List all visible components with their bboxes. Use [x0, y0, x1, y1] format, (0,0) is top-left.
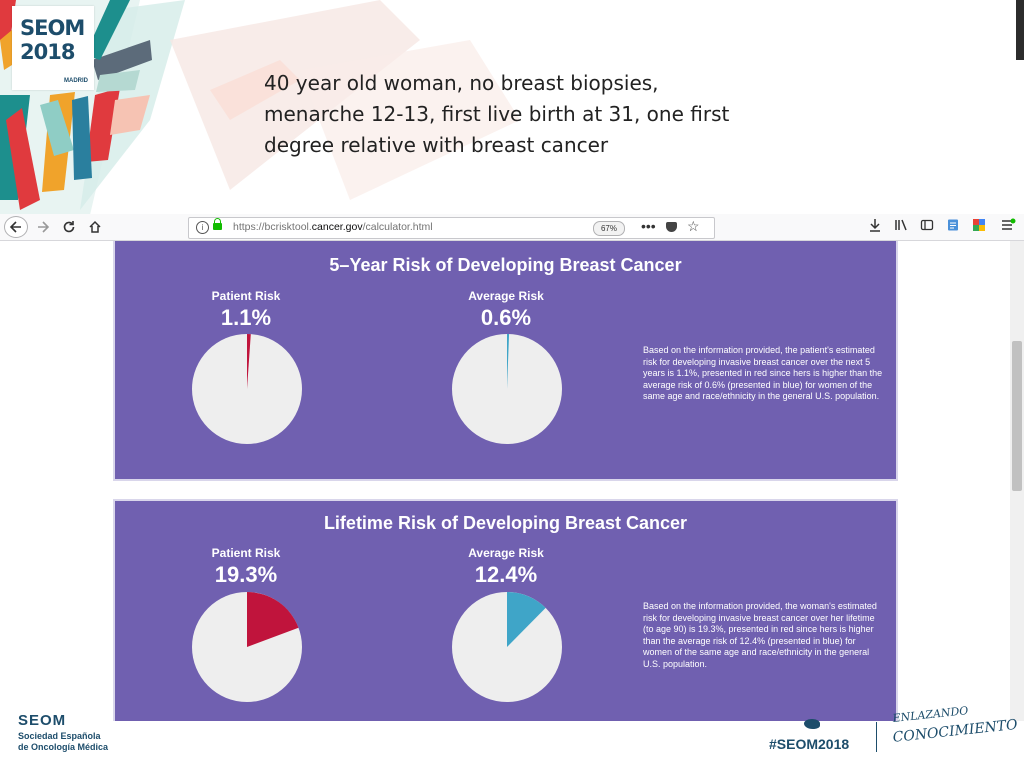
lifetime-risk-panel: Lifetime Risk of Developing Breast Cance…	[113, 499, 898, 721]
forward-icon[interactable]	[34, 216, 52, 238]
patient-risk-label: Patient Risk	[211, 289, 281, 303]
home-icon[interactable]	[86, 216, 104, 238]
seom-logo: SEOM 2018 MADRID	[12, 6, 94, 90]
pie-slice	[247, 592, 299, 647]
pie-slice	[507, 334, 510, 389]
menu-icon[interactable]	[1000, 218, 1016, 235]
case-description: 40 year old woman, no breast biopsies, m…	[264, 71, 730, 157]
average-risk-pie	[452, 334, 562, 444]
page-content: 5–Year Risk of Developing Breast Cancer …	[0, 241, 1010, 721]
sidebar-icon[interactable]	[920, 218, 934, 235]
footer-org-line2: de Oncología Médica	[18, 742, 109, 752]
patient-risk-value: 19.3%	[214, 562, 278, 587]
pie-slice	[507, 592, 546, 647]
footer-org-line1: Sociedad Española	[18, 731, 101, 741]
url-domain: cancer.gov	[311, 221, 363, 233]
download-icon[interactable]	[868, 218, 882, 235]
average-risk-pie	[452, 592, 562, 702]
footer-divider	[876, 722, 877, 752]
five-year-risk-panel: 5–Year Risk of Developing Breast Cancer …	[113, 241, 898, 481]
page-scrollbar[interactable]	[1010, 241, 1024, 721]
zoom-level[interactable]: 67%	[593, 221, 625, 236]
reload-icon[interactable]	[60, 216, 78, 238]
slide-edge-bar	[1016, 0, 1024, 60]
average-risk-label: Average Risk	[468, 546, 544, 560]
scrollbar-thumb[interactable]	[1012, 341, 1022, 491]
info-icon[interactable]: i	[196, 221, 209, 234]
url-suffix: /calculator.html	[362, 221, 433, 233]
twitter-bird-icon	[804, 719, 820, 729]
extension-icon[interactable]	[972, 218, 986, 235]
url-bar[interactable]: i https://bcrisktool.cancer.gov/calculat…	[188, 217, 715, 239]
url-prefix: https://bcrisktool.	[233, 221, 312, 233]
average-risk-value: 0.6%	[480, 305, 532, 330]
lock-icon[interactable]	[213, 218, 222, 230]
patient-risk-label: Patient Risk	[211, 546, 281, 560]
patient-risk-value: 1.1%	[220, 305, 272, 330]
logo-year: 2018	[20, 40, 75, 64]
logo-city: MADRID	[64, 78, 88, 84]
library-icon[interactable]	[894, 218, 908, 235]
logo-text: SEOM	[20, 16, 85, 40]
back-icon[interactable]	[4, 216, 28, 238]
average-risk-value: 12.4%	[474, 562, 538, 587]
url-text[interactable]: https://bcrisktool.cancer.gov/calculator…	[233, 221, 433, 233]
page-actions-menu[interactable]: •••	[641, 218, 656, 234]
hashtag: #SEOM2018	[769, 736, 850, 752]
pie-slice	[247, 334, 251, 389]
decorative-banner: SEOM 2018 MADRID	[0, 0, 520, 215]
browser-toolbar: i https://bcrisktool.cancer.gov/calculat…	[0, 214, 1024, 241]
star-icon[interactable]: ☆	[687, 218, 700, 234]
patient-risk-pie	[192, 334, 302, 444]
lifetime-title: Lifetime Risk of Developing Breast Cance…	[323, 513, 688, 533]
footer-brand: SEOM	[18, 712, 67, 729]
lifetime-explanation: Based on the information provided, the w…	[643, 601, 877, 669]
confetti-graphic	[0, 0, 520, 215]
five-year-explanation: Based on the information provided, the p…	[643, 345, 883, 401]
patient-risk-pie	[192, 592, 302, 702]
five-year-title: 5–Year Risk of Developing Breast Cancer	[329, 255, 682, 275]
reader-icon[interactable]	[946, 218, 960, 235]
pocket-icon[interactable]	[666, 222, 677, 232]
average-risk-label: Average Risk	[468, 289, 544, 303]
